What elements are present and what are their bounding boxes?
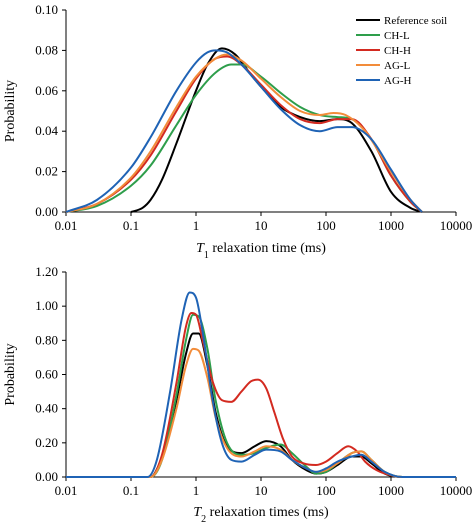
x-tick-label: 1	[193, 483, 200, 498]
t1-distribution-chart: 0.01 0.1 1 10 100 1000 10000 0.00 0.02 0.04 0.06 0.…	[3, 2, 472, 261]
x-axis-title: T1 relaxation time (ms)	[196, 241, 326, 261]
y-tick-label: 0.00	[35, 469, 58, 484]
y-tick-label: 0.00	[35, 204, 58, 219]
y-tick-label: 0.08	[35, 42, 58, 57]
y-tick-label: 1.00	[35, 298, 58, 313]
y-tick-label: 0.04	[35, 123, 58, 138]
x-tick-label: 100	[316, 483, 336, 498]
x-tick-label: 10	[255, 483, 268, 498]
series-line-ag-l	[65, 53, 423, 213]
series-line-ch-h	[66, 312, 457, 479]
x-tick-label: 0.1	[123, 218, 139, 233]
y-axis-title: Probability	[3, 80, 18, 142]
series-line-ag-h	[66, 291, 457, 479]
x-tick-label: 0.01	[55, 218, 78, 233]
x-tick-label: 0.01	[55, 483, 78, 498]
y-tick-label: 0.60	[35, 367, 58, 382]
y-tick-label: 0.06	[35, 83, 58, 98]
x-axis-title: T2 relaxation times (ms)	[193, 505, 329, 525]
y-tick-label: 0.02	[35, 164, 58, 179]
x-tick-label: 100	[316, 218, 336, 233]
x-tick-label: 1	[193, 218, 200, 233]
legend-label: CH-H	[384, 45, 411, 57]
series-line-ch-l	[66, 313, 457, 479]
y-tick-label: 0.10	[35, 2, 58, 17]
y-tick-label: 0.20	[35, 435, 58, 450]
series-line-reference-soil	[66, 332, 457, 479]
legend: Reference soil CH-L CH-H AG-L AG-H	[356, 15, 447, 87]
series-line-ag-h	[65, 49, 423, 213]
x-tick-label: 10000	[440, 483, 473, 498]
series-line-ag-l	[66, 347, 457, 479]
x-tick-label: 10000	[440, 218, 473, 233]
x-tick-label: 10	[255, 218, 268, 233]
series-line-reference-soil	[130, 47, 423, 213]
legend-label: AG-H	[384, 75, 412, 87]
y-axis-title: Probability	[3, 343, 18, 405]
legend-label: Reference soil	[384, 15, 447, 27]
x-tick-label: 1000	[378, 483, 404, 498]
legend-label: AG-L	[384, 60, 411, 72]
x-tick-label: 1000	[378, 218, 404, 233]
legend-label: CH-L	[384, 30, 410, 42]
x-tick-label: 0.1	[123, 483, 139, 498]
y-tick-label: 0.40	[35, 401, 58, 416]
y-tick-label: 0.80	[35, 332, 58, 347]
t2-distribution-chart: 0.01 0.1 1 10 100 1000 10000 0.00 0.20 0.40 0.60 0.…	[3, 264, 472, 525]
y-tick-label: 1.20	[35, 264, 58, 279]
